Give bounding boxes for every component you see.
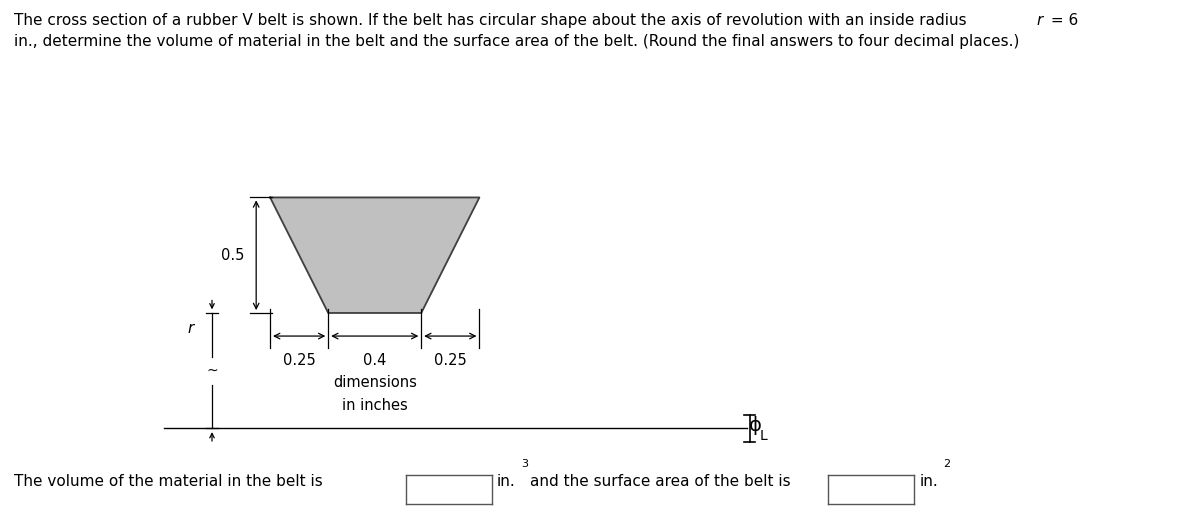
- Text: = 6: = 6: [1046, 13, 1079, 28]
- Text: 2: 2: [943, 459, 950, 469]
- Text: ~: ~: [206, 364, 218, 378]
- Text: in.: in.: [919, 475, 938, 489]
- Text: 0.25: 0.25: [434, 353, 467, 368]
- Text: in inches: in inches: [342, 398, 408, 413]
- Text: and the surface area of the belt is: and the surface area of the belt is: [530, 475, 791, 489]
- Text: 3: 3: [521, 459, 528, 469]
- Text: r: r: [1037, 13, 1043, 28]
- Text: r: r: [187, 321, 193, 336]
- Text: L: L: [760, 429, 767, 443]
- Text: The cross section of a rubber V belt is shown. If the belt has circular shape ab: The cross section of a rubber V belt is …: [14, 13, 972, 28]
- Polygon shape: [270, 197, 479, 313]
- Text: 0.5: 0.5: [221, 248, 245, 263]
- Text: in.: in.: [497, 475, 516, 489]
- Text: $\mathsf{\phi}$: $\mathsf{\phi}$: [749, 414, 762, 437]
- Text: 0.4: 0.4: [364, 353, 386, 368]
- Text: dimensions: dimensions: [332, 375, 416, 389]
- Text: 0.25: 0.25: [283, 353, 316, 368]
- Text: The volume of the material in the belt is: The volume of the material in the belt i…: [14, 475, 323, 489]
- Text: in., determine the volume of material in the belt and the surface area of the be: in., determine the volume of material in…: [14, 34, 1020, 49]
